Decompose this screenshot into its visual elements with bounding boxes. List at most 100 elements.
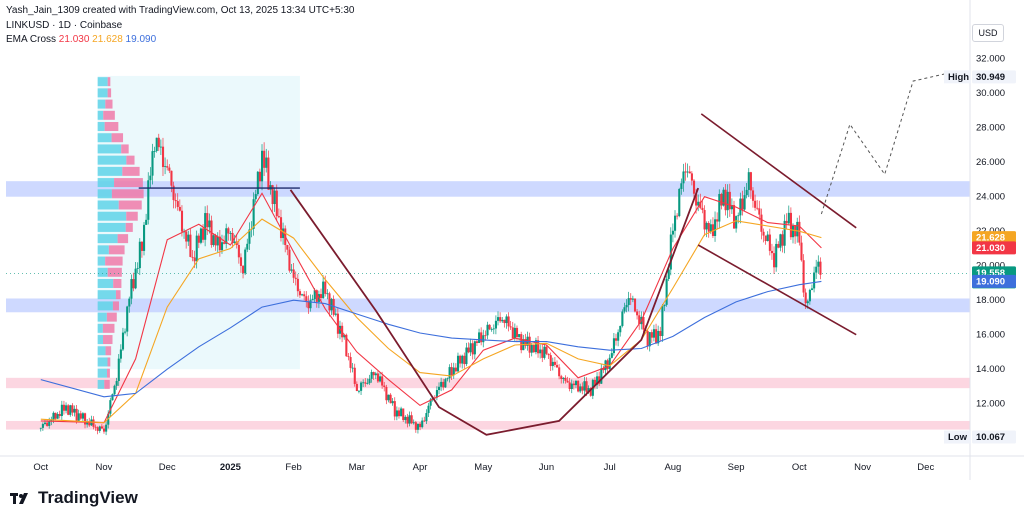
candle-body: [735, 216, 738, 229]
symbol-line[interactable]: LINKUSD · 1D · Coinbase: [6, 20, 123, 31]
profile-bar-down: [104, 122, 119, 132]
candle-body: [290, 269, 293, 271]
candle-body: [395, 410, 398, 417]
candle-body: [621, 311, 624, 326]
candle-body: [54, 412, 57, 419]
candle-body: [368, 378, 371, 384]
candle-body: [697, 201, 700, 206]
candle-body: [537, 340, 540, 354]
price-tag-value: 30.949: [976, 72, 1005, 83]
currency-selector[interactable]: USD: [972, 24, 1004, 42]
candle-body: [714, 219, 717, 236]
candle-body: [416, 423, 420, 430]
candle-body: [574, 380, 578, 386]
candle-body: [92, 419, 95, 427]
profile-bar-down: [107, 77, 111, 87]
candle-body: [484, 335, 487, 337]
candle-body: [75, 408, 78, 421]
candle-body: [328, 293, 331, 311]
ema-mid-line: [40, 218, 822, 424]
candle-body: [216, 236, 219, 246]
candle-body: [206, 213, 209, 228]
candle-body: [39, 427, 42, 429]
candle-body: [345, 334, 348, 357]
candle-body: [138, 241, 141, 269]
candle-body: [678, 189, 681, 217]
x-tick-label: Aug: [664, 462, 681, 473]
candle-body: [69, 405, 72, 415]
candle-body: [518, 334, 521, 337]
profile-bar-up: [97, 77, 108, 87]
created-line: Yash_Jain_1309 created with TradingView.…: [6, 5, 355, 16]
x-tick-label: Nov: [854, 462, 871, 473]
profile-bar-up: [97, 256, 106, 266]
candle-body: [680, 183, 683, 190]
candle-body: [267, 157, 270, 190]
candle-body: [408, 415, 411, 424]
candle-body: [532, 345, 535, 353]
candle-body: [166, 166, 169, 168]
candle-body: [204, 213, 207, 240]
candle-body: [149, 175, 152, 181]
candle-body: [161, 146, 165, 168]
candle-body: [720, 193, 723, 206]
candle-body: [572, 383, 575, 386]
x-tick-label: 2025: [220, 462, 242, 473]
profile-bar-down: [112, 301, 119, 311]
candle-body: [225, 228, 228, 244]
x-tick-label: Apr: [413, 462, 428, 473]
candle-body: [815, 266, 818, 273]
candle-body: [667, 269, 670, 279]
profile-bar-up: [97, 99, 106, 109]
candle-body: [309, 300, 312, 309]
ema-legend[interactable]: EMA Cross 21.030 21.628 19.090: [6, 34, 156, 45]
profile-bar-down: [104, 379, 110, 389]
tradingview-logo[interactable]: TradingView: [10, 488, 138, 508]
profile-bar-down: [126, 155, 135, 165]
candle-body: [170, 170, 173, 186]
candle-body: [478, 332, 481, 343]
candle-body: [615, 338, 618, 341]
price-tag-value: 19.558: [976, 268, 1005, 279]
candle-body: [119, 349, 122, 359]
candle-body: [674, 215, 677, 231]
candle-body: [143, 224, 146, 251]
profile-bar-up: [97, 357, 108, 367]
price-tag-label-bg: [944, 430, 971, 444]
candle-body: [199, 228, 203, 243]
profile-bar-up: [97, 323, 103, 333]
candle-body: [804, 292, 807, 304]
tradingview-logo-text: TradingView: [38, 488, 138, 507]
candle-body: [629, 298, 632, 300]
time-axis[interactable]: Oct Nov Dec 2025 Feb Mar Apr May Jun Jul Aug Sep Oct…: [0, 455, 1024, 473]
profile-bar-up: [97, 267, 108, 277]
candle-body: [579, 386, 582, 392]
candle-body: [124, 331, 127, 333]
candle-body: [758, 208, 761, 215]
price-tag-label-bg: [944, 70, 971, 84]
candle-body: [56, 413, 59, 419]
candle-body: [543, 346, 546, 358]
candle-body: [113, 385, 116, 395]
profile-bar-down: [111, 189, 144, 199]
candle-body: [724, 189, 727, 211]
candle-body: [610, 353, 613, 358]
candle-body: [52, 412, 55, 420]
candle-body: [806, 301, 809, 304]
candle-body: [330, 298, 333, 311]
candle-body: [682, 171, 685, 184]
candle-body: [501, 319, 504, 322]
candle-body: [387, 394, 390, 401]
candle-body: [176, 201, 179, 207]
x-tick-label: Sep: [728, 462, 745, 473]
x-tick-label: Oct: [33, 462, 48, 473]
candle-body: [41, 423, 44, 428]
candle-body: [370, 372, 373, 379]
candle-body: [366, 383, 369, 384]
candle-body: [779, 234, 782, 248]
candle-body: [202, 228, 205, 240]
profile-bar-up: [97, 211, 127, 221]
candle-body: [547, 353, 550, 356]
candle-body: [792, 225, 795, 238]
